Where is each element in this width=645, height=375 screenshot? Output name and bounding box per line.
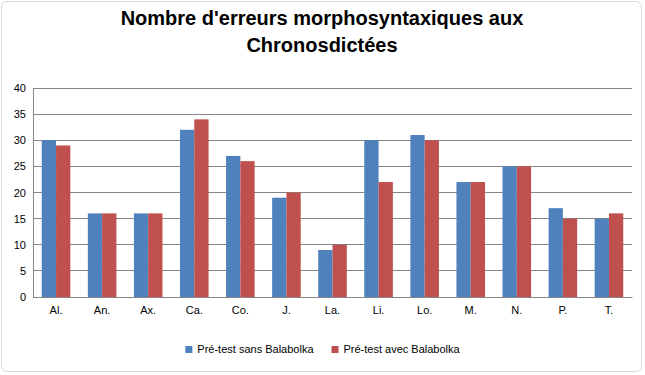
grid-line (33, 114, 632, 115)
x-tick-label: Co. (232, 304, 249, 316)
bar (425, 140, 439, 297)
bar (272, 198, 286, 297)
bar (240, 161, 254, 297)
bar-series (42, 130, 609, 297)
x-tick: Co. (232, 297, 249, 316)
bar (364, 140, 378, 297)
x-tick: P. (558, 297, 567, 316)
x-axis-line (34, 297, 633, 298)
chart-title: Nombre d'erreurs morphosyntaxiques aux C… (92, 5, 552, 59)
x-tick: T. (605, 297, 614, 316)
x-axis: Al. An. Ax. Ca. Co. J. La. Li. Lo. M. N. P. T. (34, 297, 633, 316)
y-tick-label: 35 (14, 108, 26, 120)
bar (456, 182, 470, 297)
x-tick: Li. (373, 297, 385, 316)
grid-line (33, 166, 632, 167)
chart-svg: 0 5 10 15 20 25 30 35 40 Al. An. Ax. Ca. Co. J. La. Li. L… (0, 0, 645, 375)
grid-line (33, 140, 632, 141)
bar (56, 145, 70, 297)
x-tick: M. (465, 297, 477, 316)
bar (503, 166, 517, 297)
bar (180, 130, 194, 297)
y-tick-label: 20 (14, 187, 26, 199)
x-tick: J. (282, 297, 291, 316)
bars (42, 119, 623, 297)
x-tick-label: T. (605, 304, 614, 316)
x-tick: Lo. (417, 297, 432, 316)
y-tick: 15 (14, 213, 33, 225)
x-tick-label: M. (465, 304, 477, 316)
y-tick-label: 30 (14, 134, 26, 146)
bar (379, 182, 393, 297)
x-tick-label: La. (325, 304, 340, 316)
bar (333, 245, 347, 297)
x-tick-label: An. (94, 304, 111, 316)
y-tick: 35 (14, 108, 33, 120)
bar (88, 213, 102, 297)
y-tick: 5 (20, 265, 33, 277)
bar (42, 140, 56, 297)
bar (595, 219, 609, 297)
x-tick: Ca. (186, 297, 203, 316)
x-tick-label: Ax. (140, 304, 156, 316)
grid-line (33, 88, 632, 89)
legend-swatch (332, 346, 339, 353)
y-tick: 25 (14, 160, 33, 172)
y-tick-label: 40 (14, 82, 26, 94)
x-tick: La. (325, 297, 340, 316)
legend-item: Pré-test sans Balabolka (185, 343, 314, 355)
y-tick: 40 (14, 82, 33, 94)
bar (410, 135, 424, 297)
bar (549, 208, 563, 297)
bar (286, 193, 300, 298)
y-axis-line (33, 89, 34, 298)
y-tick: 20 (14, 187, 33, 199)
legend: Pré-test sans Balabolka Pré-test avec Bal… (185, 343, 460, 355)
y-tick-label: 25 (14, 160, 26, 172)
bar (102, 213, 116, 297)
x-tick-label: J. (282, 304, 291, 316)
grid-line (33, 218, 632, 219)
x-tick-label: Lo. (417, 304, 432, 316)
legend-label: Pré-test avec Balabolka (344, 343, 461, 355)
y-tick: 30 (14, 134, 33, 146)
bar (609, 213, 623, 297)
x-tick-label: Al. (50, 304, 63, 316)
plot-area: 0 5 10 15 20 25 30 35 40 Al. An. Ax. Ca. Co. J. La. Li. L… (14, 82, 633, 316)
x-tick: N. (511, 297, 522, 316)
y-tick: 0 (20, 291, 33, 303)
legend-label: Pré-test sans Balabolka (197, 343, 314, 355)
x-tick-label: P. (558, 304, 567, 316)
chart-frame (1, 1, 642, 372)
bar (226, 156, 240, 297)
bar (563, 219, 577, 297)
bar (318, 250, 332, 297)
x-tick-label: Ca. (186, 304, 203, 316)
bar (134, 213, 148, 297)
grid-line (33, 192, 632, 193)
x-tick-label: N. (511, 304, 522, 316)
y-tick-label: 5 (20, 265, 26, 277)
y-tick: 10 (14, 239, 33, 251)
y-tick-label: 15 (14, 213, 26, 225)
bar (148, 213, 162, 297)
y-tick-label: 0 (20, 291, 26, 303)
x-tick: Al. (50, 297, 63, 316)
legend-item: Pré-test avec Balabolka (332, 343, 461, 355)
grid (33, 88, 632, 297)
x-tick: Ax. (140, 297, 156, 316)
bar (517, 166, 531, 297)
y-axis: 0 5 10 15 20 25 30 35 40 (14, 82, 34, 303)
y-tick-label: 10 (14, 239, 26, 251)
bar-series (56, 119, 623, 297)
bar (471, 182, 485, 297)
legend-swatch (185, 346, 192, 353)
x-tick: An. (94, 297, 111, 316)
x-tick-label: Li. (373, 304, 385, 316)
bar (194, 119, 208, 297)
